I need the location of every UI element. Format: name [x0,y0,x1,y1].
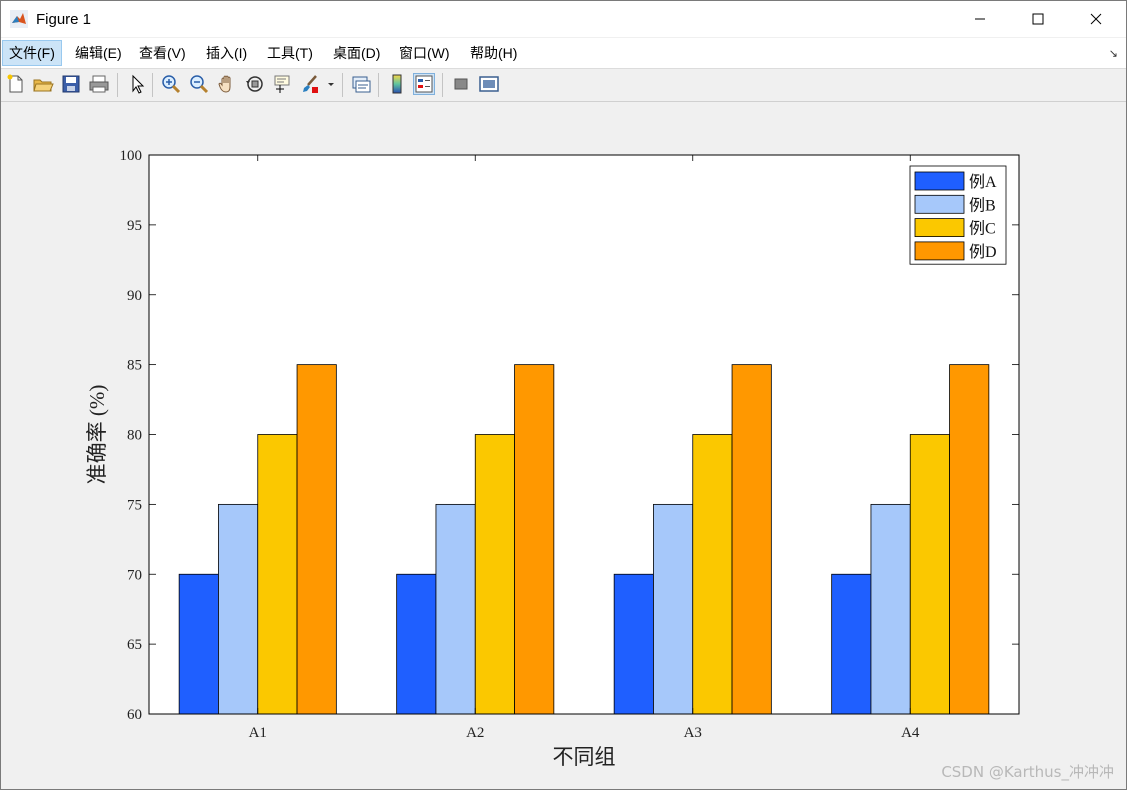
x-tick-label: A1 [249,725,267,741]
toolbar-separator [442,73,443,97]
bar-A1-series-2 [218,503,259,715]
bar-A3-series-2 [653,503,694,715]
title-bar[interactable]: Figure 1 [1,1,1126,37]
menu-window[interactable]: 窗口(W) [399,45,450,61]
bar-A3-series-1 [613,573,654,715]
menu-bar: 文件(F) 编辑(E) 查看(V) 插入(I) 工具(T) 桌面(D) 窗口(W… [1,38,1126,69]
legend-label-1: 例A [969,173,997,191]
y-tick-label: 65 [127,637,142,653]
toolbar-separator [117,73,118,97]
x-tick-label: A3 [684,725,702,741]
y-tick-label: 80 [127,428,142,444]
minimize-button[interactable] [951,1,1009,37]
menu-view[interactable]: 查看(V) [139,45,186,61]
menu-help[interactable]: 帮助(H) [470,45,518,61]
zoom-in-icon[interactable] [160,73,182,95]
toolbar-separator [378,73,379,97]
y-tick-label: 95 [127,218,142,234]
legend-swatch-3 [914,218,965,237]
watermark-text: CSDN @Karthus_冲冲冲 [941,763,1114,781]
brush-icon[interactable] [300,73,322,95]
axes-box [148,154,1020,715]
toolbar-separator [152,73,153,97]
menu-file[interactable]: 文件(F) [2,40,62,66]
x-tick-label: A4 [901,725,920,741]
x-axis-label: 不同组 [553,745,616,769]
link-plot-icon[interactable] [350,73,372,95]
edit-plot-pointer-icon[interactable] [126,73,148,95]
legend-label-2: 例B [969,196,996,214]
maximize-icon [1032,13,1044,25]
colorbar-icon[interactable] [386,73,408,95]
legend-icon[interactable] [413,73,435,95]
legend-label-4: 例D [969,243,997,261]
bar-A4-series-1 [831,573,872,715]
bar-A1-series-3 [257,434,298,715]
y-tick-label: 100 [120,148,143,164]
y-tick-label: 85 [127,358,142,374]
bar-A3-series-3 [692,434,733,715]
close-button[interactable] [1067,1,1125,37]
new-figure-icon[interactable] [5,73,27,95]
legend-swatch-1 [914,171,965,191]
zoom-out-icon[interactable] [188,73,210,95]
bar-A4-series-2 [870,503,911,715]
legend-label-3: 例C [969,220,996,238]
minimize-icon [975,18,985,20]
x-tick-label: A2 [466,725,484,741]
menu-edit[interactable]: 编辑(E) [75,45,122,61]
y-tick-label: 70 [127,567,142,583]
close-icon [1090,13,1102,25]
menu-tools[interactable]: 工具(T) [267,45,313,61]
y-tick-label: 90 [127,288,142,304]
bar-A4-series-3 [909,434,950,715]
undock-arrow-icon[interactable]: ↘ [1108,48,1118,60]
toolbar-separator [342,73,343,97]
rotate-3d-icon[interactable] [244,73,266,95]
bar-chart[interactable]: A1 A2 A3 A4 60 65 70 75 80 85 90 95 100 不同组 准确率 (%) 例A 例… [1,102,1126,790]
figure-canvas[interactable]: A1 A2 A3 A4 60 65 70 75 80 85 90 95 100 不同组 准确率 (%) 例A 例… [1,102,1126,790]
bar-A1-series-1 [178,573,219,715]
legend-swatch-4 [914,241,965,261]
menu-insert[interactable]: 插入(I) [206,45,248,61]
y-tick-label: 75 [127,497,142,513]
bar-A2-series-2 [435,503,476,715]
save-icon[interactable] [60,73,82,95]
bar-A2-series-4 [514,364,555,715]
show-plot-tools-icon[interactable] [478,73,500,95]
y-tick-label: 60 [127,707,142,723]
maximize-button[interactable] [1009,1,1067,37]
y-axis-label: 准确率 (%) [85,385,109,485]
menu-desktop[interactable]: 桌面(D) [333,45,381,61]
open-file-icon[interactable] [32,73,54,95]
legend-swatch-2 [914,194,965,214]
pan-hand-icon[interactable] [216,73,238,95]
bar-A3-series-4 [731,364,772,715]
print-icon[interactable] [88,73,110,95]
bar-A2-series-1 [396,573,437,715]
brush-dropdown-icon[interactable] [326,73,336,95]
figure-toolbar [1,69,1126,102]
matlab-logo-icon [10,10,28,28]
bar-A4-series-4 [949,364,990,715]
window-title: Figure 1 [36,11,92,28]
bar-A2-series-3 [474,434,515,715]
bar-A1-series-4 [296,364,337,715]
hide-plot-tools-icon[interactable] [450,73,472,95]
data-cursor-icon[interactable] [272,73,294,95]
